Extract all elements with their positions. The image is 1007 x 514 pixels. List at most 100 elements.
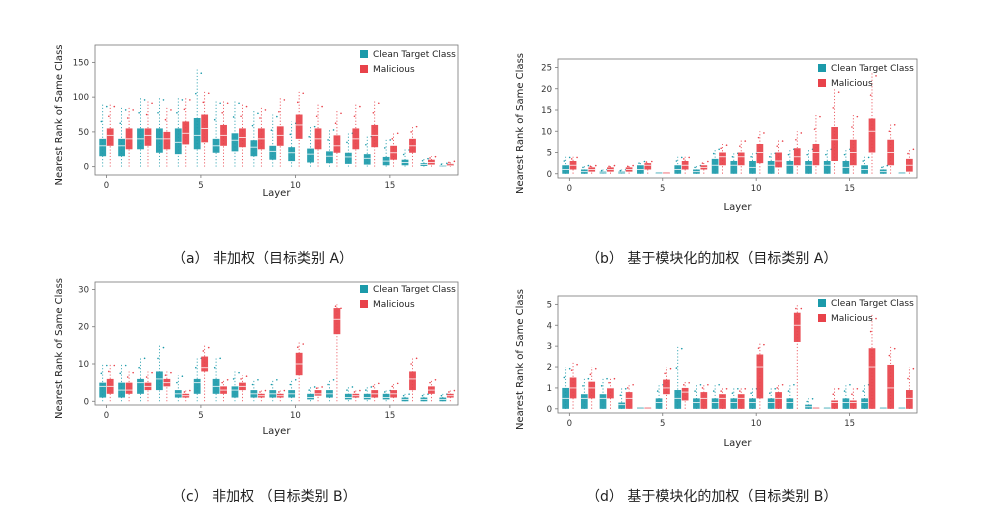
outlier-point — [183, 108, 186, 111]
outlier-point — [219, 102, 221, 105]
chart-panel-d: 0 1 2 3 4 5 0 5 10 15 Layer Nearest Rank of Same Cl… — [503, 263, 1007, 514]
outlier-point — [645, 161, 648, 163]
xtick-label: 5 — [198, 411, 203, 421]
clean-box-layer-17 — [879, 407, 887, 410]
outlier-point — [619, 169, 622, 172]
ytick-label: 3 — [547, 342, 552, 352]
malicious-box-layer-17 — [887, 346, 896, 409]
clean-box-layer-3 — [155, 345, 165, 402]
clean-box-layer-0 — [99, 104, 108, 167]
chart-a-svg: 0 50 100 150 0 5 10 15 Layer Nearest Rank of Same… — [54, 45, 459, 199]
clean-box-layer-18 — [439, 162, 448, 167]
clean-box-layer-17 — [879, 164, 889, 174]
ytick-label: 10 — [541, 127, 552, 137]
outlier-point — [907, 152, 909, 155]
outlier-point — [448, 161, 450, 164]
box — [655, 398, 663, 409]
chart-b-svg: 0 5 10 15 20 25 0 5 10 15 Layer Nearest Rank of Sam… — [515, 53, 918, 213]
outlier-point — [100, 372, 103, 375]
outlier-point — [750, 392, 752, 394]
outlier-point — [563, 376, 566, 379]
box — [382, 393, 390, 400]
outlier-point — [619, 394, 622, 397]
outlier-point — [440, 163, 443, 166]
box — [295, 114, 303, 139]
x-axis-label: Layer — [263, 426, 292, 437]
box — [879, 407, 887, 409]
outlier-point — [744, 140, 747, 142]
malicious-box-layer-5 — [663, 367, 672, 409]
box — [231, 386, 239, 398]
outlier-point — [811, 397, 814, 400]
outlier-point — [145, 113, 148, 116]
outlier-point — [774, 387, 777, 390]
outlier-point — [164, 374, 167, 376]
outlier-point — [893, 123, 896, 126]
outlier-point — [232, 378, 235, 380]
clean-box-layer-14 — [363, 135, 373, 167]
ytick-label: 2 — [547, 363, 552, 373]
outlier-point — [143, 357, 146, 360]
outlier-point — [856, 115, 859, 118]
clean-box-layer-10 — [749, 387, 758, 409]
malicious-box-layer-7 — [700, 383, 709, 409]
outlier-point — [776, 387, 779, 389]
malicious-box-layer-16 — [409, 124, 418, 167]
outlier-point — [289, 133, 292, 136]
outlier-point — [162, 99, 165, 101]
outlier-point — [226, 102, 229, 105]
outlier-point — [757, 347, 760, 350]
malicious-box-layer-11 — [775, 383, 784, 409]
xtick-label: 0 — [567, 184, 572, 194]
outlier-point — [421, 394, 424, 397]
malicious-box-layer-5 — [663, 172, 670, 175]
box — [775, 392, 782, 409]
outlier-point — [259, 117, 261, 119]
box — [730, 398, 738, 409]
box — [756, 354, 764, 399]
box — [363, 393, 371, 400]
malicious-box-layer-5 — [201, 345, 210, 402]
outlier-point — [787, 390, 790, 392]
outlier-point — [632, 383, 634, 386]
caption-d: （d） 基于模块化的加权（目标类别 B） — [586, 489, 838, 505]
xtick-label: 5 — [660, 419, 665, 429]
box — [693, 398, 700, 409]
outlier-point — [600, 385, 603, 387]
outlier-point — [105, 364, 108, 367]
box — [749, 398, 756, 409]
malicious-box-layer-15 — [390, 382, 399, 402]
outlier-point — [837, 387, 840, 390]
malicious-box-layer-13 — [352, 389, 361, 402]
malicious-box-layer-2 — [607, 164, 616, 174]
outlier-point — [434, 155, 437, 158]
outlier-point — [669, 367, 672, 370]
box — [155, 371, 163, 391]
outlier-point — [434, 379, 437, 381]
outlier-point — [446, 162, 448, 165]
legend-swatch-clean — [818, 64, 826, 72]
outlier-point — [453, 160, 456, 163]
box — [831, 400, 838, 409]
clean-box-layer-9 — [730, 152, 739, 174]
outlier-point — [582, 385, 584, 387]
plot-frame-c — [94, 281, 459, 406]
clean-box-layer-5 — [655, 172, 663, 175]
box — [812, 144, 820, 166]
outlier-point — [656, 390, 659, 392]
clean-box-layer-4 — [174, 97, 184, 167]
clean-box-layer-10 — [288, 121, 297, 167]
box — [288, 147, 296, 162]
outlier-point — [683, 158, 685, 160]
malicious-box-layer-16 — [868, 314, 877, 409]
chart-d-svg: 0 1 2 3 4 5 0 5 10 15 Layer Nearest Rank of Same Cl… — [515, 289, 918, 449]
outlier-point — [359, 105, 361, 108]
outlier-point — [862, 160, 865, 162]
box — [106, 128, 114, 146]
outlier-point — [576, 156, 578, 159]
outlier-point — [701, 387, 704, 389]
malicious-box-layer-7 — [239, 375, 248, 402]
outlier-point — [283, 99, 286, 101]
outlier-point — [377, 102, 380, 105]
chart-c-svg: 0 10 20 30 0 5 10 15 Layer Nearest Rank of Same C… — [54, 278, 459, 437]
